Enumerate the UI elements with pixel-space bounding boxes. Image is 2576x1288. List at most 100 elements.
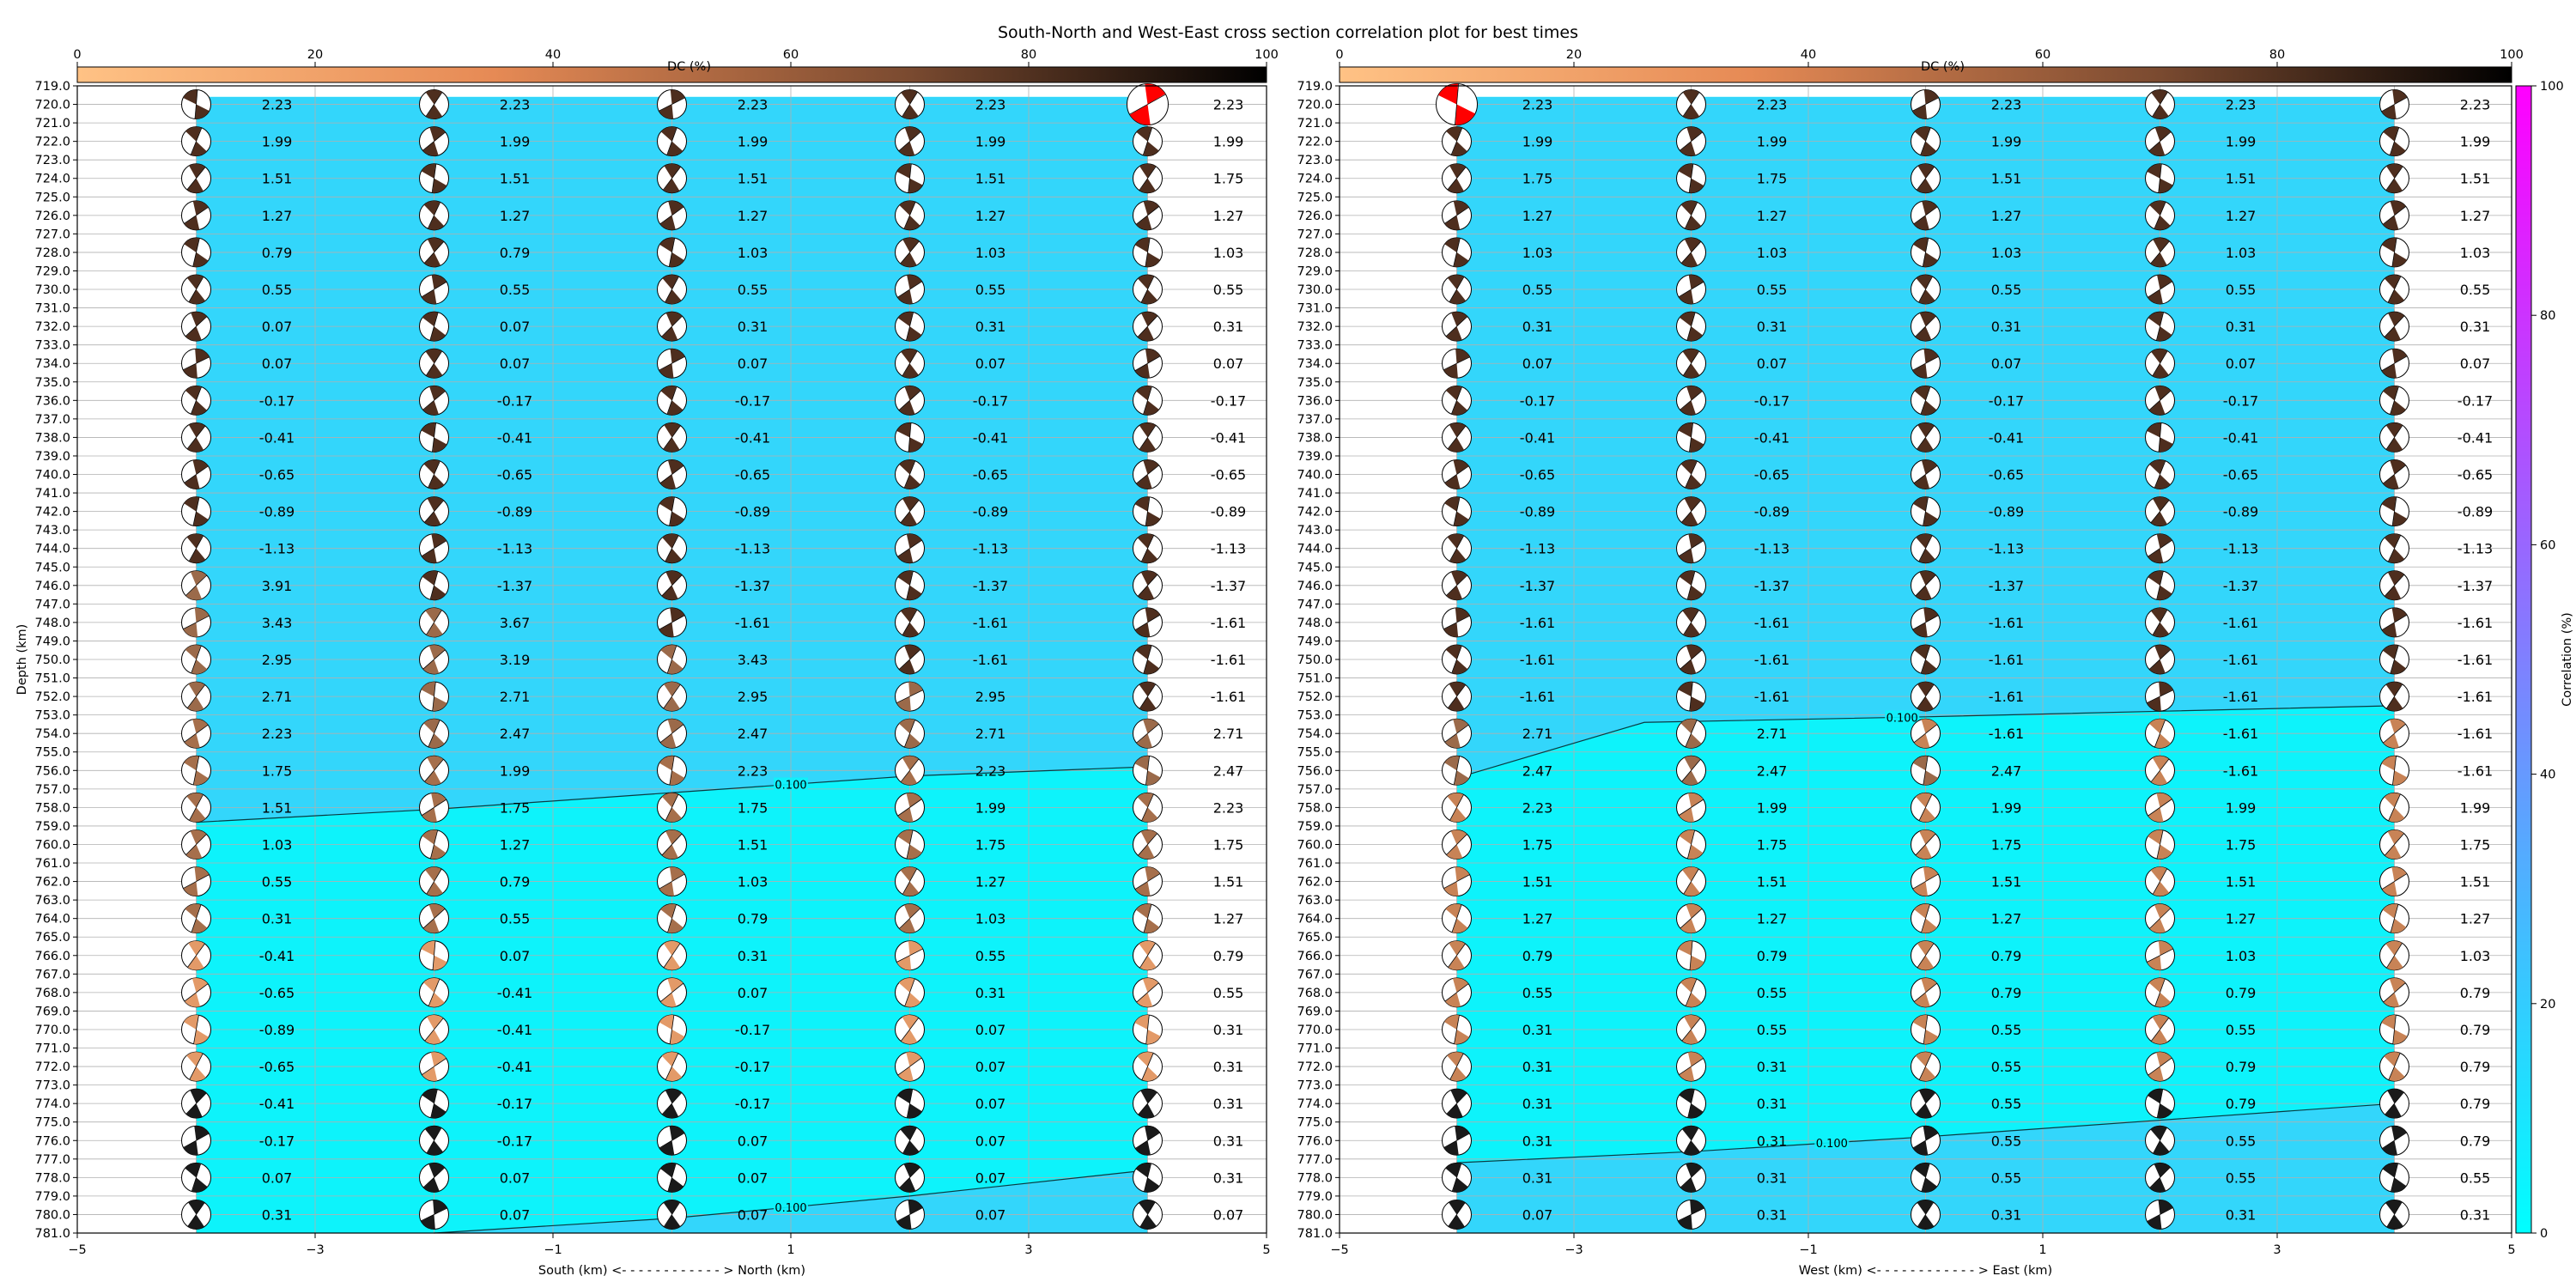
beachball-quadrant xyxy=(2391,866,2407,882)
data-value-label: -0.65 xyxy=(497,467,532,483)
data-value-label: 0.07 xyxy=(500,948,531,964)
beachball xyxy=(419,1199,449,1230)
beachball-quadrant xyxy=(425,866,441,882)
beachball xyxy=(419,311,449,342)
beachball-plane xyxy=(1687,1089,1695,1118)
depth-tick-label: 722.0 xyxy=(34,136,70,149)
beachball xyxy=(2145,829,2175,860)
beachball-quadrant xyxy=(1914,126,1930,142)
beachball xyxy=(1911,792,1941,823)
beachball-quadrant xyxy=(1686,474,1702,489)
beachball-quadrant xyxy=(427,881,443,896)
data-value-label: -0.65 xyxy=(1520,467,1555,483)
data-value-label: -0.17 xyxy=(1989,392,2024,409)
beachball xyxy=(895,126,925,157)
data-value-label: 0.55 xyxy=(1991,1133,2022,1149)
beachball-plane xyxy=(2384,315,2405,337)
beachball-quadrant xyxy=(183,881,198,896)
depth-tick-label: 727.0 xyxy=(34,228,70,241)
correlation-field-high-bottom xyxy=(434,1170,1148,1233)
x-tick-label: 1 xyxy=(787,1243,794,1257)
beachball-quadrant xyxy=(1452,978,1468,993)
data-value-label: -1.37 xyxy=(2458,578,2493,594)
data-value-label: 2.23 xyxy=(262,726,293,742)
beachball-quadrant xyxy=(424,770,441,786)
beachball xyxy=(1676,866,1706,897)
beachball-quadrant xyxy=(1679,548,1694,563)
dc-colorbar-tick-label: 40 xyxy=(545,48,561,62)
beachball xyxy=(181,940,211,971)
beachball-quadrant xyxy=(2156,1052,2172,1067)
beachball-plane xyxy=(187,1202,205,1227)
beachball-quadrant xyxy=(2150,1126,2167,1141)
beachball-plane xyxy=(1443,1133,1470,1148)
beachball-quadrant xyxy=(1446,585,1462,600)
beachball-quadrant xyxy=(2148,1066,2164,1081)
data-value-label: -1.61 xyxy=(1754,689,1789,705)
beachball xyxy=(2145,163,2175,194)
data-value-label: 0.31 xyxy=(1757,1206,1788,1223)
beachball-quadrant xyxy=(428,1163,445,1178)
beachball-quadrant xyxy=(1683,363,1700,379)
beachball-quadrant xyxy=(2157,585,2172,600)
beachball-quadrant xyxy=(1140,1089,1157,1104)
beachball xyxy=(2145,237,2175,268)
beachball-quadrant xyxy=(1451,312,1467,327)
beachball-plane xyxy=(903,202,916,229)
depth-tick-label: 769.0 xyxy=(1297,1005,1333,1018)
beachball xyxy=(1442,977,1472,1008)
beachball xyxy=(895,1162,925,1193)
beachball-quadrant xyxy=(2383,733,2399,749)
beachball-plane xyxy=(663,683,681,709)
beachball-plane xyxy=(1134,873,1161,890)
data-value-label: -0.65 xyxy=(259,1059,295,1075)
data-value-label: 0.07 xyxy=(738,355,769,372)
beachball xyxy=(2379,940,2409,971)
data-value-label: 2.47 xyxy=(1757,762,1788,779)
beachball-quadrant xyxy=(1680,400,1696,416)
beachball-quadrant xyxy=(2382,622,2397,637)
beachball-quadrant xyxy=(1136,645,1151,659)
data-value-label: 2.23 xyxy=(1522,97,1553,113)
beachball-quadrant xyxy=(901,349,917,364)
beachball-quadrant xyxy=(1140,829,1157,845)
beachball xyxy=(895,1125,925,1156)
beachball-plane xyxy=(1923,1015,1929,1044)
beachball xyxy=(1676,496,1706,527)
beachball-quadrant xyxy=(2385,1103,2402,1119)
beachball-quadrant xyxy=(1916,844,1932,860)
beachball-quadrant xyxy=(1140,570,1157,586)
beachball-plane xyxy=(1685,978,1698,1006)
data-value-label: 0.31 xyxy=(1991,319,2022,335)
beachball-quadrant xyxy=(670,770,685,786)
beachball-quadrant xyxy=(1922,200,1937,216)
data-value-label: -0.17 xyxy=(259,392,295,409)
beachball-plane xyxy=(183,874,210,889)
beachball-quadrant xyxy=(1455,1126,1470,1141)
data-value-label: 0.31 xyxy=(1522,1133,1553,1149)
beachball xyxy=(895,681,925,712)
data-value-label: 0.07 xyxy=(1522,1206,1553,1223)
beachball-quadrant xyxy=(2390,459,2406,475)
beachball-plane xyxy=(424,500,444,523)
data-value-label: 1.51 xyxy=(975,171,1006,187)
beachball-plane xyxy=(2148,649,2172,670)
data-value-label: -1.61 xyxy=(2223,726,2258,742)
beachball-quadrant xyxy=(1141,312,1157,327)
data-value-label: 0.79 xyxy=(2460,1096,2491,1112)
beachball-quadrant xyxy=(1914,474,1930,489)
beachball-quadrant xyxy=(429,126,446,142)
beachball-quadrant xyxy=(907,844,922,860)
depth-tick-label: 759.0 xyxy=(1297,820,1333,834)
beachball-plane xyxy=(431,163,437,193)
beachball xyxy=(1676,718,1706,749)
beachball-quadrant xyxy=(1143,400,1159,416)
data-value-label: 1.51 xyxy=(2460,874,2491,890)
beachball-quadrant xyxy=(430,1052,447,1067)
beachball xyxy=(419,903,449,934)
beachball-quadrant xyxy=(659,881,675,896)
depth-tick-label: 755.0 xyxy=(1297,746,1333,760)
depth-tick-label: 764.0 xyxy=(34,913,70,927)
beachball xyxy=(1676,126,1706,157)
beachball-plane xyxy=(1679,1058,1704,1075)
